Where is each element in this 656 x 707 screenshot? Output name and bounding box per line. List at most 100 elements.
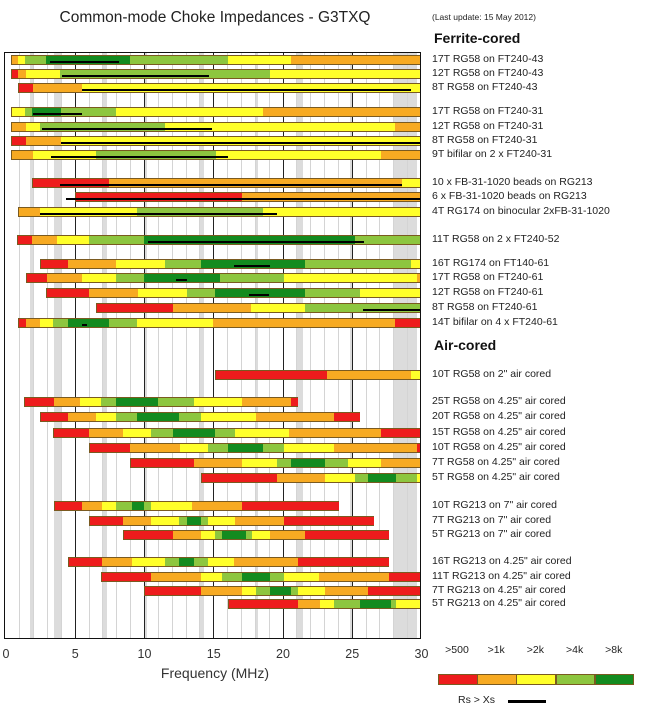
minor-gridline: [88, 53, 90, 638]
impedance-segment: [242, 585, 257, 596]
impedance-segment: [144, 500, 151, 511]
legend-rs-label: Rs > Xs: [458, 694, 496, 706]
row-label: 14T bifilar on 4 x FT240-61: [432, 316, 558, 328]
impedance-segment: [325, 472, 355, 483]
legend-rs-line: [508, 700, 546, 703]
impedance-segment: [304, 258, 412, 269]
impedance-segment: [109, 317, 138, 328]
impedance-segment: [11, 106, 25, 117]
minor-gridline: [296, 53, 298, 638]
impedance-segment: [130, 54, 229, 65]
x-tick-label: 10: [137, 647, 152, 661]
rs-gt-xs-line: [49, 60, 120, 63]
impedance-segment: [88, 234, 144, 245]
impedance-segment: [74, 191, 243, 202]
impedance-segment: [200, 515, 208, 526]
impedance-segment: [31, 106, 61, 117]
impedance-segment: [137, 411, 179, 422]
impedance-segment: [150, 515, 179, 526]
impedance-segment: [213, 317, 395, 328]
legend-label: >4k: [565, 644, 584, 656]
impedance-segment: [116, 258, 165, 269]
impedance-segment: [26, 272, 48, 283]
impedance-segment: [214, 427, 236, 438]
row-label: 8T RG58 on FT240-31: [432, 134, 538, 146]
impedance-segment: [242, 571, 271, 582]
impedance-segment: [178, 556, 194, 567]
impedance-segment: [186, 287, 215, 298]
impedance-segment: [200, 529, 215, 540]
row-label: 11T RG58 on 2 x FT240-52: [432, 233, 560, 245]
impedance-segment: [53, 500, 82, 511]
impedance-segment: [390, 598, 397, 609]
impedance-segment: [81, 82, 420, 93]
impedance-segment: [33, 149, 96, 160]
impedance-segment: [164, 121, 395, 132]
minor-gridline: [60, 53, 62, 638]
impedance-segment: [26, 317, 41, 328]
impedance-segment: [228, 54, 291, 65]
impedance-segment: [297, 556, 390, 567]
impedance-segment: [81, 500, 103, 511]
major-gridline: [351, 53, 353, 638]
impedance-segment: [116, 500, 132, 511]
impedance-segment: [60, 106, 117, 117]
impedance-segment: [17, 54, 25, 65]
rs-gt-xs-line: [234, 264, 271, 267]
impedance-segment: [116, 411, 138, 422]
impedance-segment: [252, 529, 271, 540]
impedance-segment: [216, 149, 381, 160]
impedance-segment: [116, 396, 158, 407]
impedance-segment: [157, 396, 194, 407]
impedance-segment: [144, 234, 355, 245]
minor-gridline: [240, 53, 242, 638]
impedance-segment: [207, 515, 236, 526]
row-label: 11T RG213 on 4.25" air cored: [432, 570, 571, 582]
impedance-segment: [24, 54, 46, 65]
row-label: 7T RG213 on 7" air cored: [432, 514, 552, 526]
impedance-segment: [200, 472, 277, 483]
impedance-segment: [318, 571, 390, 582]
impedance-segment: [246, 529, 253, 540]
major-gridline: [144, 53, 145, 638]
impedance-segment: [242, 191, 420, 202]
section-heading: Air-cored: [434, 337, 497, 353]
impedance-segment: [193, 457, 243, 468]
impedance-segment: [193, 396, 243, 407]
impedance-segment: [150, 571, 201, 582]
impedance-segment: [200, 258, 305, 269]
row-label: 17T RG58 on FT240-31: [432, 105, 544, 117]
row-label: 7T RG213 on 4.25" air cored: [432, 584, 566, 596]
impedance-segment: [88, 427, 124, 438]
impedance-segment: [250, 302, 305, 313]
impedance-segment: [116, 106, 264, 117]
impedance-segment: [214, 369, 327, 380]
impedance-segment: [52, 317, 68, 328]
row-label: 10T RG213 on 7" air cored: [432, 499, 557, 511]
impedance-segment: [221, 529, 247, 540]
x-tick-label: 0: [2, 647, 10, 661]
impedance-segment: [389, 571, 420, 582]
impedance-segment: [150, 500, 193, 511]
impedance-segment: [347, 457, 381, 468]
chart-title: Common-mode Choke Impedances - G3TXQ: [59, 9, 371, 26]
impedance-segment: [394, 317, 420, 328]
impedance-segment: [416, 272, 420, 283]
legend-label: >500: [445, 644, 469, 656]
impedance-segment: [17, 68, 27, 79]
plot-area: [4, 52, 421, 639]
impedance-segment: [200, 585, 243, 596]
impedance-segment: [53, 396, 81, 407]
impedance-segment: [416, 442, 420, 453]
impedance-segment: [56, 234, 89, 245]
impedance-segment: [52, 427, 89, 438]
impedance-segment: [67, 258, 117, 269]
row-label: 9T bifilar on 2 x FT240-31: [432, 148, 553, 160]
impedance-segment: [263, 206, 420, 217]
impedance-segment: [228, 442, 264, 453]
minor-gridline: [185, 53, 187, 638]
ham-band-shading: [255, 53, 258, 638]
major-gridline: [282, 53, 284, 638]
legend-swatch: [477, 674, 517, 685]
